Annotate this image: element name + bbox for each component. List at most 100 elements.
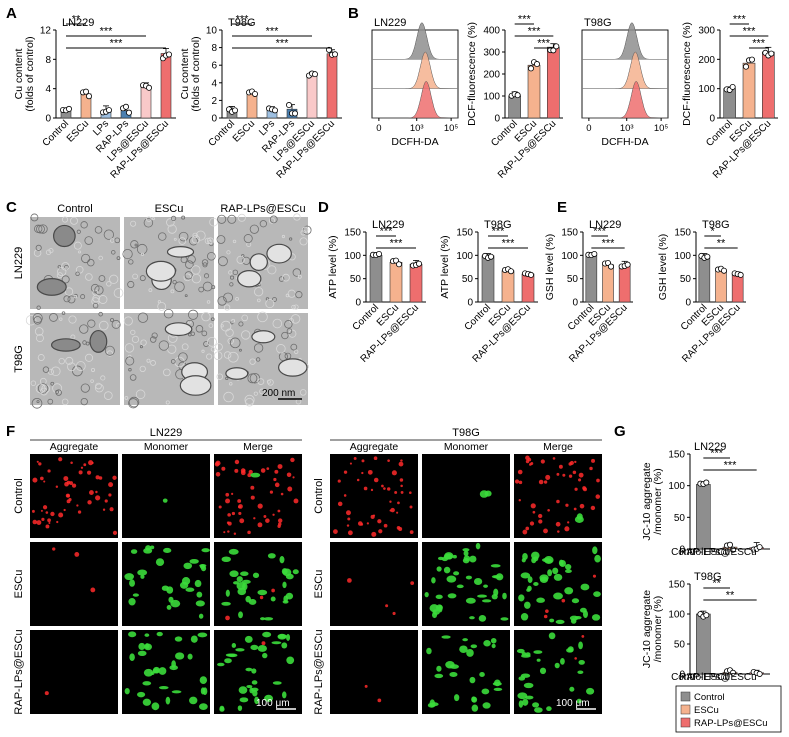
chart-B-LN229-hist: LN229 0 10³ 10⁵ DCFH-DA — [371, 17, 459, 148]
data-point — [528, 271, 535, 278]
red-cell — [400, 484, 403, 488]
y-axis-label-line: GSH level (%) — [544, 234, 556, 301]
tem-texture — [129, 374, 137, 381]
red-cell — [543, 528, 548, 534]
red-cell — [545, 609, 549, 613]
green-cell — [493, 687, 503, 692]
red-cell — [292, 476, 295, 479]
red-cell — [280, 492, 284, 496]
red-cell — [525, 526, 530, 531]
green-cell — [481, 599, 492, 603]
green-cell — [170, 599, 181, 608]
red-cell — [381, 484, 384, 488]
red-cell — [68, 498, 72, 502]
tem-texture — [37, 383, 49, 394]
tem-texture — [188, 332, 192, 337]
green-cell — [432, 609, 440, 615]
y-tick-label: 150 — [344, 228, 361, 239]
tem-texture — [163, 308, 174, 319]
tem-texture — [87, 319, 96, 328]
tem-texture — [38, 224, 48, 234]
y-tick-label: 100 — [674, 251, 691, 262]
green-cell — [221, 556, 231, 562]
tem-texture — [216, 373, 224, 380]
x-axis-label: DCFH-DA — [391, 136, 438, 148]
tem-texture — [247, 373, 258, 384]
tem-texture — [293, 213, 301, 221]
fluorescence-image — [330, 542, 418, 626]
green-cell — [527, 576, 533, 583]
red-cell — [36, 520, 42, 526]
tem-texture — [111, 250, 116, 255]
y-axis-label-line: JC-10 aggregate — [641, 462, 653, 540]
green-cell — [224, 658, 232, 664]
red-cell — [347, 517, 351, 521]
green-cell — [162, 498, 168, 503]
tem-texture — [36, 224, 45, 234]
tem-texture — [204, 237, 212, 245]
significance-label: *** — [602, 238, 616, 250]
green-cell — [462, 548, 470, 552]
tem-texture — [98, 295, 108, 304]
red-cell — [32, 519, 38, 525]
green-cell — [520, 673, 531, 678]
tem-texture — [61, 398, 69, 406]
data-point — [608, 263, 615, 270]
green-cell — [189, 696, 198, 705]
green-cell — [453, 571, 460, 576]
tem-texture — [103, 229, 114, 240]
tem-texture — [137, 312, 149, 323]
green-cell — [580, 583, 590, 591]
bar-RAP-LPs@ESCu — [762, 51, 775, 119]
red-cell — [400, 490, 404, 494]
histogram-frame — [371, 29, 459, 119]
data-point — [271, 107, 278, 114]
bar-RAP-LPs@ESCu — [618, 264, 631, 303]
green-cell — [591, 614, 601, 621]
green-cell — [493, 575, 501, 579]
green-cell — [593, 591, 601, 597]
green-cell — [252, 572, 260, 579]
red-cell — [87, 500, 92, 505]
green-cell — [169, 665, 178, 671]
red-cell — [565, 503, 569, 507]
y-tick-label: 200 — [483, 70, 500, 81]
tem-texture — [47, 398, 54, 405]
tem-texture — [209, 217, 219, 227]
chart-title: LN229 — [589, 219, 621, 231]
red-cell — [277, 509, 281, 513]
y-tick-label: 0 — [355, 298, 361, 309]
green-cell — [282, 581, 287, 589]
significance-label: *** — [492, 226, 506, 238]
red-cell — [233, 532, 237, 535]
green-cell — [541, 557, 552, 563]
red-cell — [373, 456, 378, 461]
tem-texture — [139, 275, 146, 282]
red-cell — [64, 481, 69, 487]
tem-texture — [174, 281, 185, 292]
red-cell — [238, 504, 243, 509]
y-axis-label: GSH level (%) — [544, 234, 556, 301]
tem-texture — [158, 232, 167, 241]
red-cell — [77, 510, 82, 514]
green-cell — [566, 647, 574, 653]
tem-texture — [201, 312, 211, 322]
panel-c-tem-images: Control ESCu RAP-LPs@ESCu LN229 T98G 200 nm — [13, 203, 312, 409]
red-cell — [253, 517, 256, 520]
green-cell — [445, 660, 455, 669]
data-point — [730, 669, 737, 676]
red-cell — [31, 509, 35, 513]
tem-texture — [103, 391, 113, 400]
red-cell — [266, 467, 270, 470]
red-cell — [378, 529, 383, 534]
tem-texture — [244, 394, 255, 405]
legend-label: ESCu — [694, 705, 719, 716]
significance-label: *** — [710, 448, 724, 460]
data-point — [507, 268, 514, 275]
tem-texture — [272, 318, 283, 329]
tem-texture — [229, 275, 235, 280]
tem-texture — [253, 391, 258, 396]
data-point — [730, 546, 737, 553]
red-cell — [527, 457, 532, 462]
y-tick-label: 50 — [350, 274, 362, 285]
